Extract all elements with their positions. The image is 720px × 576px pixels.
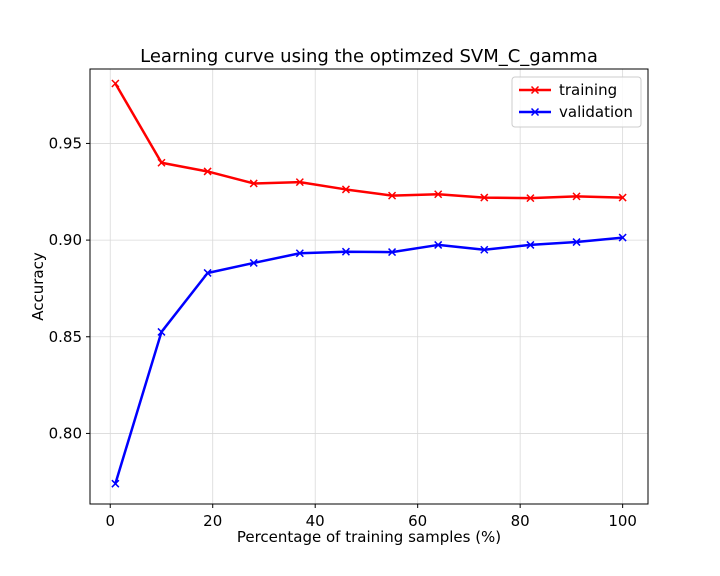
data-point-training (157, 158, 166, 167)
series-validation (111, 233, 627, 488)
y-tick-label: 0.90 (49, 231, 82, 249)
data-point-training (203, 167, 212, 176)
marker-stroke (295, 178, 304, 187)
x-tick-label: 80 (511, 512, 530, 530)
data-point-training (111, 79, 120, 88)
chart-title: Learning curve using the optimzed SVM_C_… (140, 46, 598, 67)
marker-stroke (203, 268, 212, 277)
marker-stroke (530, 107, 540, 117)
data-point-validation (526, 240, 535, 249)
series-line-validation (114, 236, 623, 485)
y-axis-label: Accuracy (29, 252, 47, 321)
marker-stroke (341, 247, 350, 256)
data-point-training (295, 178, 304, 187)
marker-stroke (341, 185, 350, 194)
marker-stroke (618, 233, 627, 242)
data-point-validation (388, 248, 397, 257)
x-tick-label: 0 (105, 512, 115, 530)
data-point-validation (341, 247, 350, 256)
x-tick-label: 100 (608, 512, 637, 530)
legend-item-validation: validation (519, 103, 633, 121)
series-training (111, 79, 627, 203)
y-tick-label: 0.85 (49, 328, 82, 346)
marker-stroke (526, 240, 535, 249)
data-point-training (572, 192, 581, 201)
data-point-training (341, 185, 350, 194)
legend: training validation (511, 76, 642, 128)
marker-stroke (157, 158, 166, 167)
y-tick-label: 0.80 (49, 424, 82, 442)
data-point-validation (157, 327, 166, 336)
data-point-training (480, 193, 489, 202)
y-tick-label: 0.95 (49, 134, 82, 152)
x-axis-label: Percentage of training samples (%) (237, 528, 501, 546)
marker-stroke (203, 167, 212, 176)
marker-stroke (111, 79, 120, 88)
marker-stroke (618, 193, 627, 202)
marker-stroke (295, 249, 304, 258)
data-point-training (526, 194, 535, 203)
x-tick-label: 20 (203, 512, 222, 530)
data-point-training (618, 193, 627, 202)
marker-stroke (480, 245, 489, 254)
x-tick-label: 40 (306, 512, 325, 530)
legend-label-validation: validation (559, 103, 633, 121)
legend-item-training: training (519, 81, 617, 99)
ticks: 0 20 40 60 80 100 0.80 0.85 0.90 0.95 (49, 134, 637, 530)
x-tick-label: 60 (408, 512, 427, 530)
data-point-validation (480, 245, 489, 254)
data-point-validation (295, 249, 304, 258)
marker-stroke (434, 240, 443, 249)
legend-marker-validation (530, 107, 540, 117)
data-point-training (249, 179, 258, 188)
grid (90, 69, 648, 504)
data-point-validation (203, 268, 212, 277)
legend-label-training: training (559, 81, 617, 99)
marker-stroke (526, 194, 535, 203)
series-line-training (114, 82, 623, 200)
legend-marker-training (530, 85, 540, 95)
series-layer (111, 79, 627, 488)
data-point-validation (249, 258, 258, 267)
data-point-validation (572, 238, 581, 247)
marker-stroke (572, 238, 581, 247)
marker-stroke (530, 85, 540, 95)
marker-stroke (480, 193, 489, 202)
data-point-validation (434, 240, 443, 249)
plot-area-frame (89, 68, 649, 505)
marker-stroke (388, 248, 397, 257)
marker-stroke (249, 258, 258, 267)
marker-stroke (157, 327, 166, 336)
data-point-training (434, 190, 443, 199)
marker-stroke (434, 190, 443, 199)
data-point-validation (111, 479, 120, 488)
data-point-validation (618, 233, 627, 242)
marker-stroke (111, 479, 120, 488)
marker-stroke (249, 179, 258, 188)
marker-stroke (388, 191, 397, 200)
data-point-training (388, 191, 397, 200)
marker-stroke (572, 192, 581, 201)
